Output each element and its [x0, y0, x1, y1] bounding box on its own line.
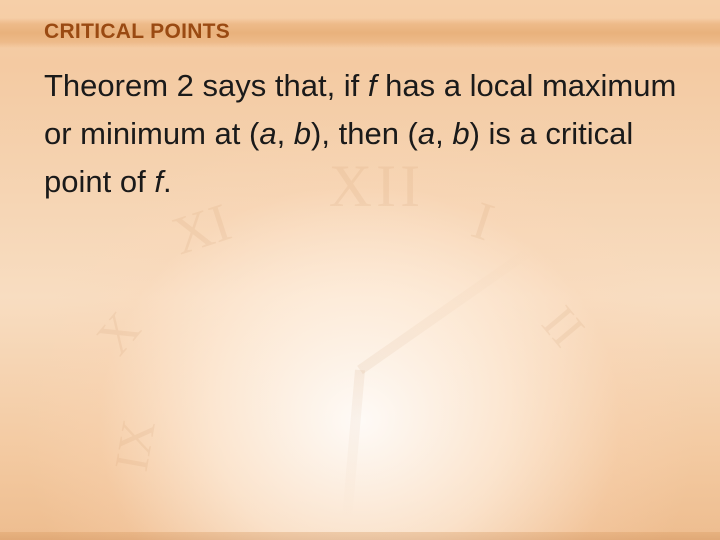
var-f: f — [368, 68, 377, 103]
body-text: , — [435, 116, 452, 151]
slide-body: Theorem 2 says that, if f has a local ma… — [44, 62, 680, 206]
var-a: a — [418, 116, 435, 151]
var-a: a — [259, 116, 276, 151]
body-text: . — [163, 164, 172, 199]
watermark-numeral: II — [531, 294, 597, 357]
watermark-numeral: X — [84, 301, 152, 366]
body-text: Theorem 2 says that, if — [44, 68, 368, 103]
var-b: b — [294, 116, 311, 151]
body-text: ), then ( — [311, 116, 418, 151]
footer-strip — [0, 532, 720, 540]
slide: XII I XI II X IX CRITICAL POINTS Theorem… — [0, 0, 720, 540]
slide-heading: CRITICAL POINTS — [44, 20, 230, 44]
watermark-numeral: IX — [104, 416, 167, 475]
body-text: , — [277, 116, 294, 151]
watermark-clock-hand — [342, 370, 365, 520]
var-f: f — [154, 164, 163, 199]
var-b: b — [452, 116, 469, 151]
watermark-clock-hand — [357, 246, 535, 375]
